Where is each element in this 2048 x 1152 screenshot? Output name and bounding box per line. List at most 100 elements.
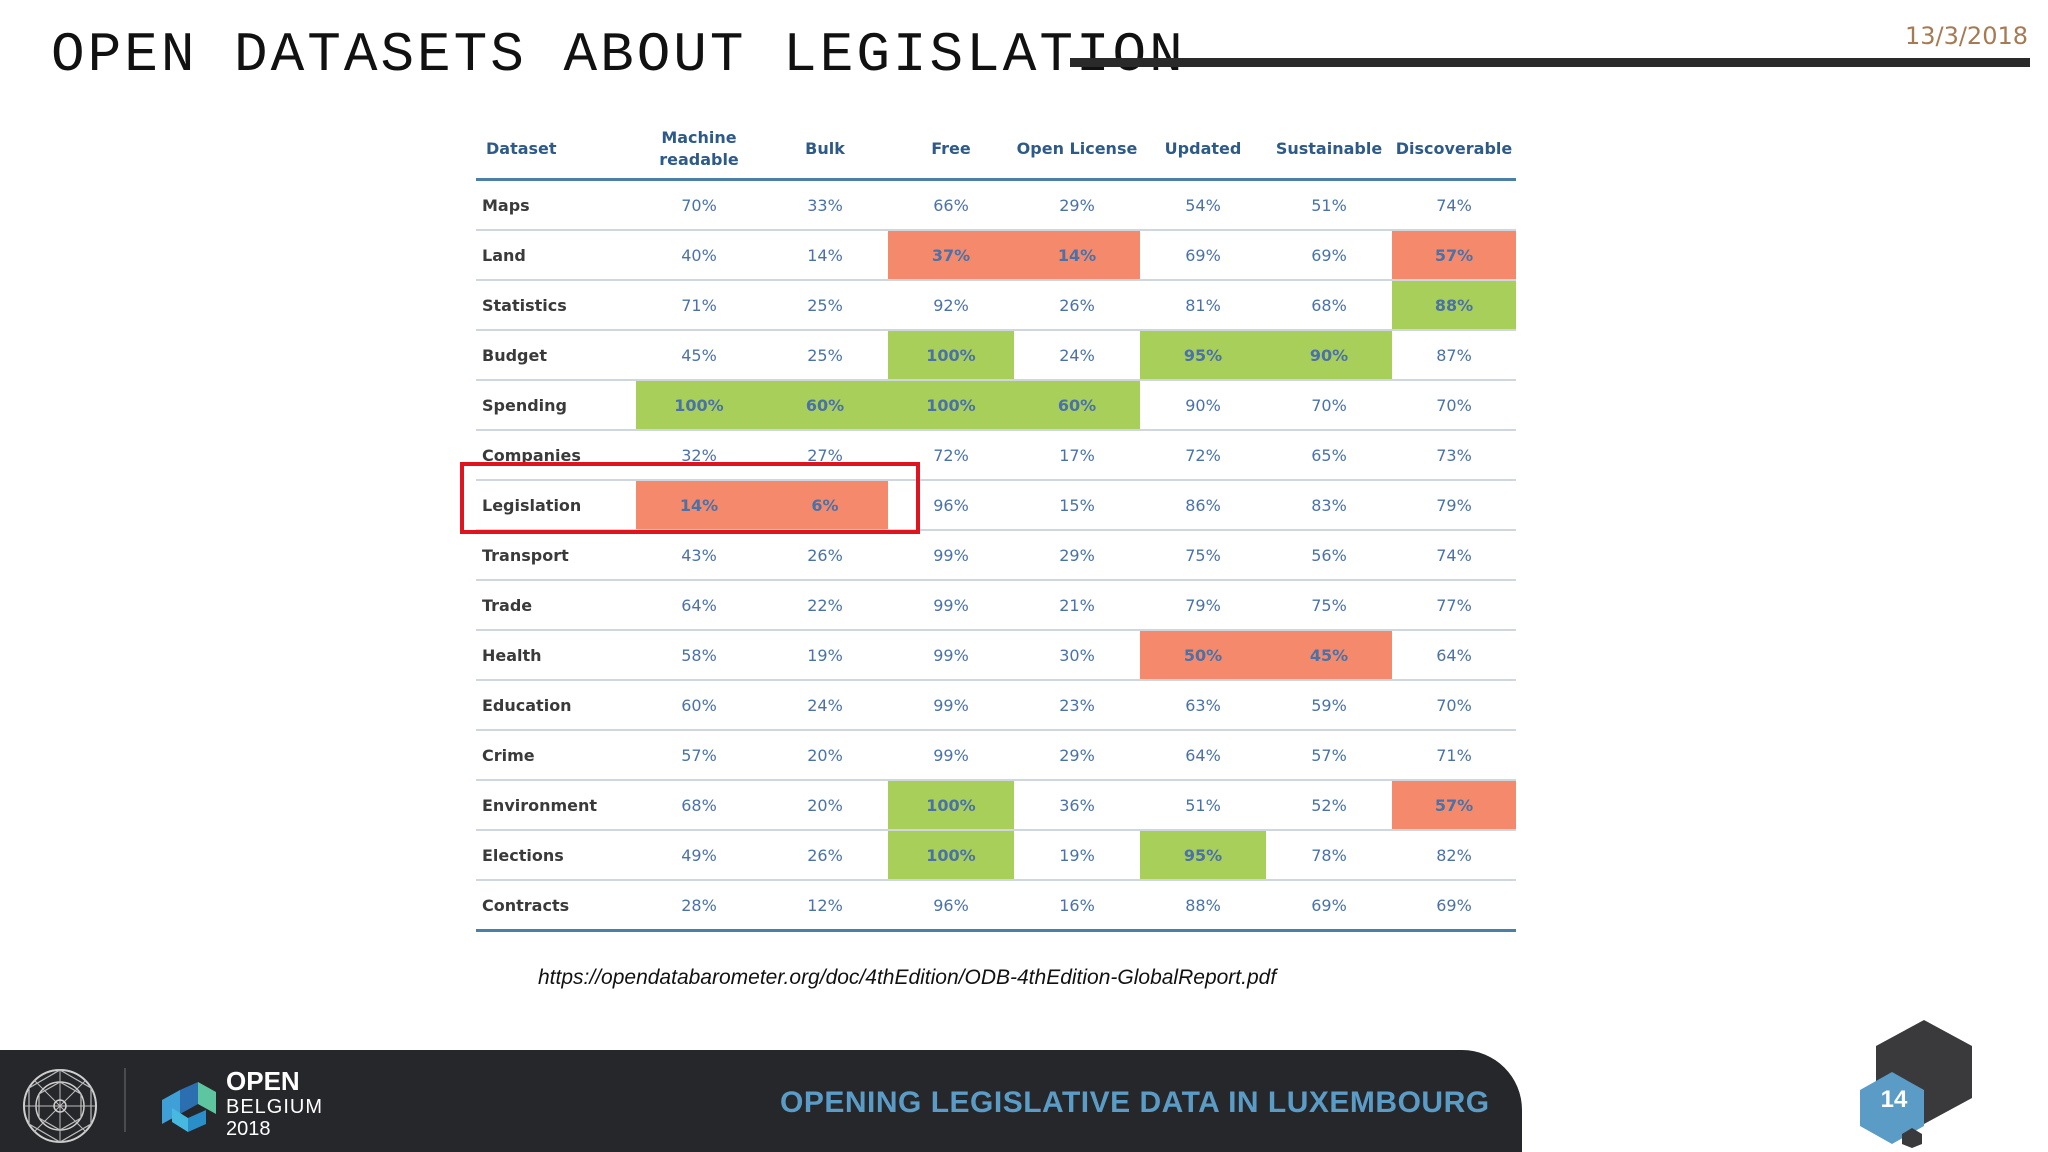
cell-machine-readable: 70%	[636, 179, 762, 231]
cell-sustainable: 51%	[1266, 179, 1392, 231]
cell-sustainable: 59%	[1266, 680, 1392, 731]
row-label: Spending	[476, 380, 636, 431]
column-header-bulk: Bulk	[762, 120, 888, 181]
cell-open-license: 21%	[1014, 580, 1140, 631]
cell-open-license: 29%	[1014, 730, 1140, 781]
table-row: Statistics 71% 25% 92% 26% 81% 68% 88%	[476, 280, 1516, 331]
cell-free: 99%	[888, 630, 1014, 681]
source-link[interactable]: https://opendatabarometer.org/doc/4thEdi…	[538, 966, 1277, 989]
cell-machine-readable: 100%	[636, 380, 762, 431]
cell-updated: 50%	[1140, 630, 1266, 681]
slide-title: OPEN DATASETS ABOUT LEGISLATION	[51, 23, 1186, 87]
row-label: Maps	[476, 179, 636, 231]
table-header-row: Dataset Machine readable Bulk Free Open …	[476, 120, 1516, 181]
cell-updated: 95%	[1140, 830, 1266, 881]
cell-discoverable: 70%	[1392, 680, 1516, 731]
cell-updated: 75%	[1140, 530, 1266, 581]
cell-bulk: 26%	[762, 830, 888, 881]
cell-machine-readable: 68%	[636, 780, 762, 831]
cell-free: 37%	[888, 230, 1014, 281]
cell-sustainable: 68%	[1266, 280, 1392, 331]
cell-open-license: 29%	[1014, 179, 1140, 231]
cell-updated: 88%	[1140, 880, 1266, 932]
logo-line-year: 2018	[226, 1118, 271, 1140]
table-row: Health 58% 19% 99% 30% 50% 45% 64%	[476, 630, 1516, 681]
cell-open-license: 14%	[1014, 230, 1140, 281]
footer-bar	[0, 1050, 1522, 1152]
row-label: Crime	[476, 730, 636, 781]
cell-machine-readable: 14%	[636, 480, 762, 531]
table-row: Contracts 28% 12% 96% 16% 88% 69% 69%	[476, 880, 1516, 932]
cell-updated: 81%	[1140, 280, 1266, 331]
row-label: Contracts	[476, 880, 636, 932]
open-belgium-cube-logo-icon	[162, 1082, 216, 1132]
cell-machine-readable: 32%	[636, 430, 762, 481]
table-row: Legislation 14% 6% 96% 15% 86% 83% 79%	[476, 480, 1516, 531]
cell-discoverable: 57%	[1392, 230, 1516, 281]
table-row: Budget 45% 25% 100% 24% 95% 90% 87%	[476, 330, 1516, 381]
cell-discoverable: 64%	[1392, 630, 1516, 681]
table-body: Maps 70% 33% 66% 29% 54% 51% 74% Land 40% 14% 37% 14…	[476, 179, 1516, 932]
cell-discoverable: 79%	[1392, 480, 1516, 531]
column-header-open-license: Open License	[1014, 120, 1140, 181]
cell-sustainable: 65%	[1266, 430, 1392, 481]
cell-discoverable: 70%	[1392, 380, 1516, 431]
cell-bulk: 6%	[762, 480, 888, 531]
cell-updated: 90%	[1140, 380, 1266, 431]
cell-machine-readable: 43%	[636, 530, 762, 581]
cell-discoverable: 71%	[1392, 730, 1516, 781]
page-number: 14	[1880, 1086, 1908, 1113]
cell-machine-readable: 58%	[636, 630, 762, 681]
logo-line-open: OPEN	[226, 1066, 300, 1096]
cell-free: 96%	[888, 880, 1014, 932]
cell-open-license: 15%	[1014, 480, 1140, 531]
row-label: Education	[476, 680, 636, 731]
cell-sustainable: 90%	[1266, 330, 1392, 381]
table-row: Crime 57% 20% 99% 29% 64% 57% 71%	[476, 730, 1516, 781]
row-label: Environment	[476, 780, 636, 831]
cell-free: 92%	[888, 280, 1014, 331]
row-label: Elections	[476, 830, 636, 881]
column-header-sustainable: Sustainable	[1266, 120, 1392, 181]
cell-sustainable: 45%	[1266, 630, 1392, 681]
cell-free: 100%	[888, 380, 1014, 431]
row-label: Budget	[476, 330, 636, 381]
column-header-machine-readable: Machine readable	[636, 120, 762, 181]
cell-open-license: 60%	[1014, 380, 1140, 431]
cell-bulk: 33%	[762, 179, 888, 231]
cell-machine-readable: 57%	[636, 730, 762, 781]
cell-machine-readable: 60%	[636, 680, 762, 731]
footer-title: OPENING LEGISLATIVE DATA IN LUXEMBOURG	[780, 1086, 1490, 1119]
table-row: Environment 68% 20% 100% 36% 51% 52% 57%	[476, 780, 1516, 831]
title-rule	[1070, 58, 2030, 67]
cell-discoverable: 87%	[1392, 330, 1516, 381]
cell-sustainable: 52%	[1266, 780, 1392, 831]
cell-discoverable: 77%	[1392, 580, 1516, 631]
cell-bulk: 25%	[762, 330, 888, 381]
cell-free: 66%	[888, 179, 1014, 231]
open-data-barometer-table: Dataset Machine readable Bulk Free Open …	[476, 120, 1516, 932]
table-row: Elections 49% 26% 100% 19% 95% 78% 82%	[476, 830, 1516, 881]
cell-open-license: 29%	[1014, 530, 1140, 581]
cell-open-license: 26%	[1014, 280, 1140, 331]
cell-updated: 95%	[1140, 330, 1266, 381]
cell-bulk: 14%	[762, 230, 888, 281]
cell-sustainable: 70%	[1266, 380, 1392, 431]
table-row: Education 60% 24% 99% 23% 63% 59% 70%	[476, 680, 1516, 731]
row-label: Land	[476, 230, 636, 281]
cell-sustainable: 69%	[1266, 880, 1392, 932]
cell-sustainable: 83%	[1266, 480, 1392, 531]
table-row: Companies 32% 27% 72% 17% 72% 65% 73%	[476, 430, 1516, 481]
cell-open-license: 30%	[1014, 630, 1140, 681]
cell-updated: 72%	[1140, 430, 1266, 481]
cell-sustainable: 56%	[1266, 530, 1392, 581]
cell-bulk: 26%	[762, 530, 888, 581]
cell-discoverable: 74%	[1392, 179, 1516, 231]
column-header-free: Free	[888, 120, 1014, 181]
cell-machine-readable: 40%	[636, 230, 762, 281]
cell-updated: 64%	[1140, 730, 1266, 781]
cell-bulk: 24%	[762, 680, 888, 731]
cell-bulk: 19%	[762, 630, 888, 681]
logo-line-belgium: BELGIUM	[226, 1096, 324, 1118]
cell-bulk: 12%	[762, 880, 888, 932]
